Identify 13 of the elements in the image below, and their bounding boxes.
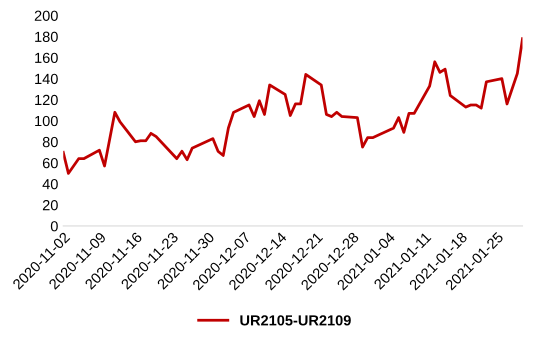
y-tick-label: 60 (42, 158, 58, 168)
y-tick-label: 160 (35, 52, 58, 64)
y-tick-label: 140 (35, 74, 58, 84)
y-tick-label: 100 (35, 116, 58, 126)
y-tick-label: 120 (35, 94, 58, 106)
y-tick-label: 20 (42, 200, 58, 210)
y-tick-label: 40 (42, 178, 58, 190)
y-tick-label: 0 (50, 221, 58, 232)
y-tick-label: 80 (42, 136, 58, 148)
line-series (63, 37, 522, 175)
y-tick-label: 200 (34, 10, 58, 21)
legend-label: UR2105-UR2109 (240, 315, 351, 326)
y-tick-label: 180 (35, 32, 58, 42)
